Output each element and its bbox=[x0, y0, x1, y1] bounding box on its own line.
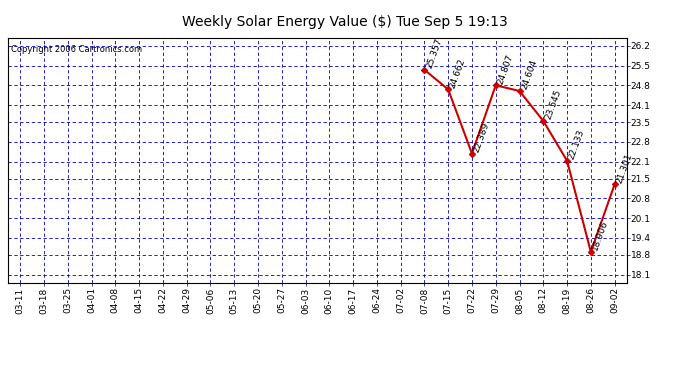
Text: 18.906: 18.906 bbox=[591, 219, 610, 252]
Text: 22.389: 22.389 bbox=[472, 121, 491, 154]
Text: 24.807: 24.807 bbox=[495, 53, 515, 85]
Text: 24.662: 24.662 bbox=[448, 57, 467, 89]
Text: 25.357: 25.357 bbox=[424, 37, 444, 70]
Text: 24.604: 24.604 bbox=[520, 58, 539, 91]
Text: Copyright 2006 Cartronics.com: Copyright 2006 Cartronics.com bbox=[11, 45, 143, 54]
Text: 23.545: 23.545 bbox=[543, 88, 562, 121]
Text: 22.133: 22.133 bbox=[567, 128, 586, 161]
Text: Weekly Solar Energy Value ($) Tue Sep 5 19:13: Weekly Solar Energy Value ($) Tue Sep 5 … bbox=[182, 15, 508, 29]
Text: 21.301: 21.301 bbox=[615, 152, 634, 184]
